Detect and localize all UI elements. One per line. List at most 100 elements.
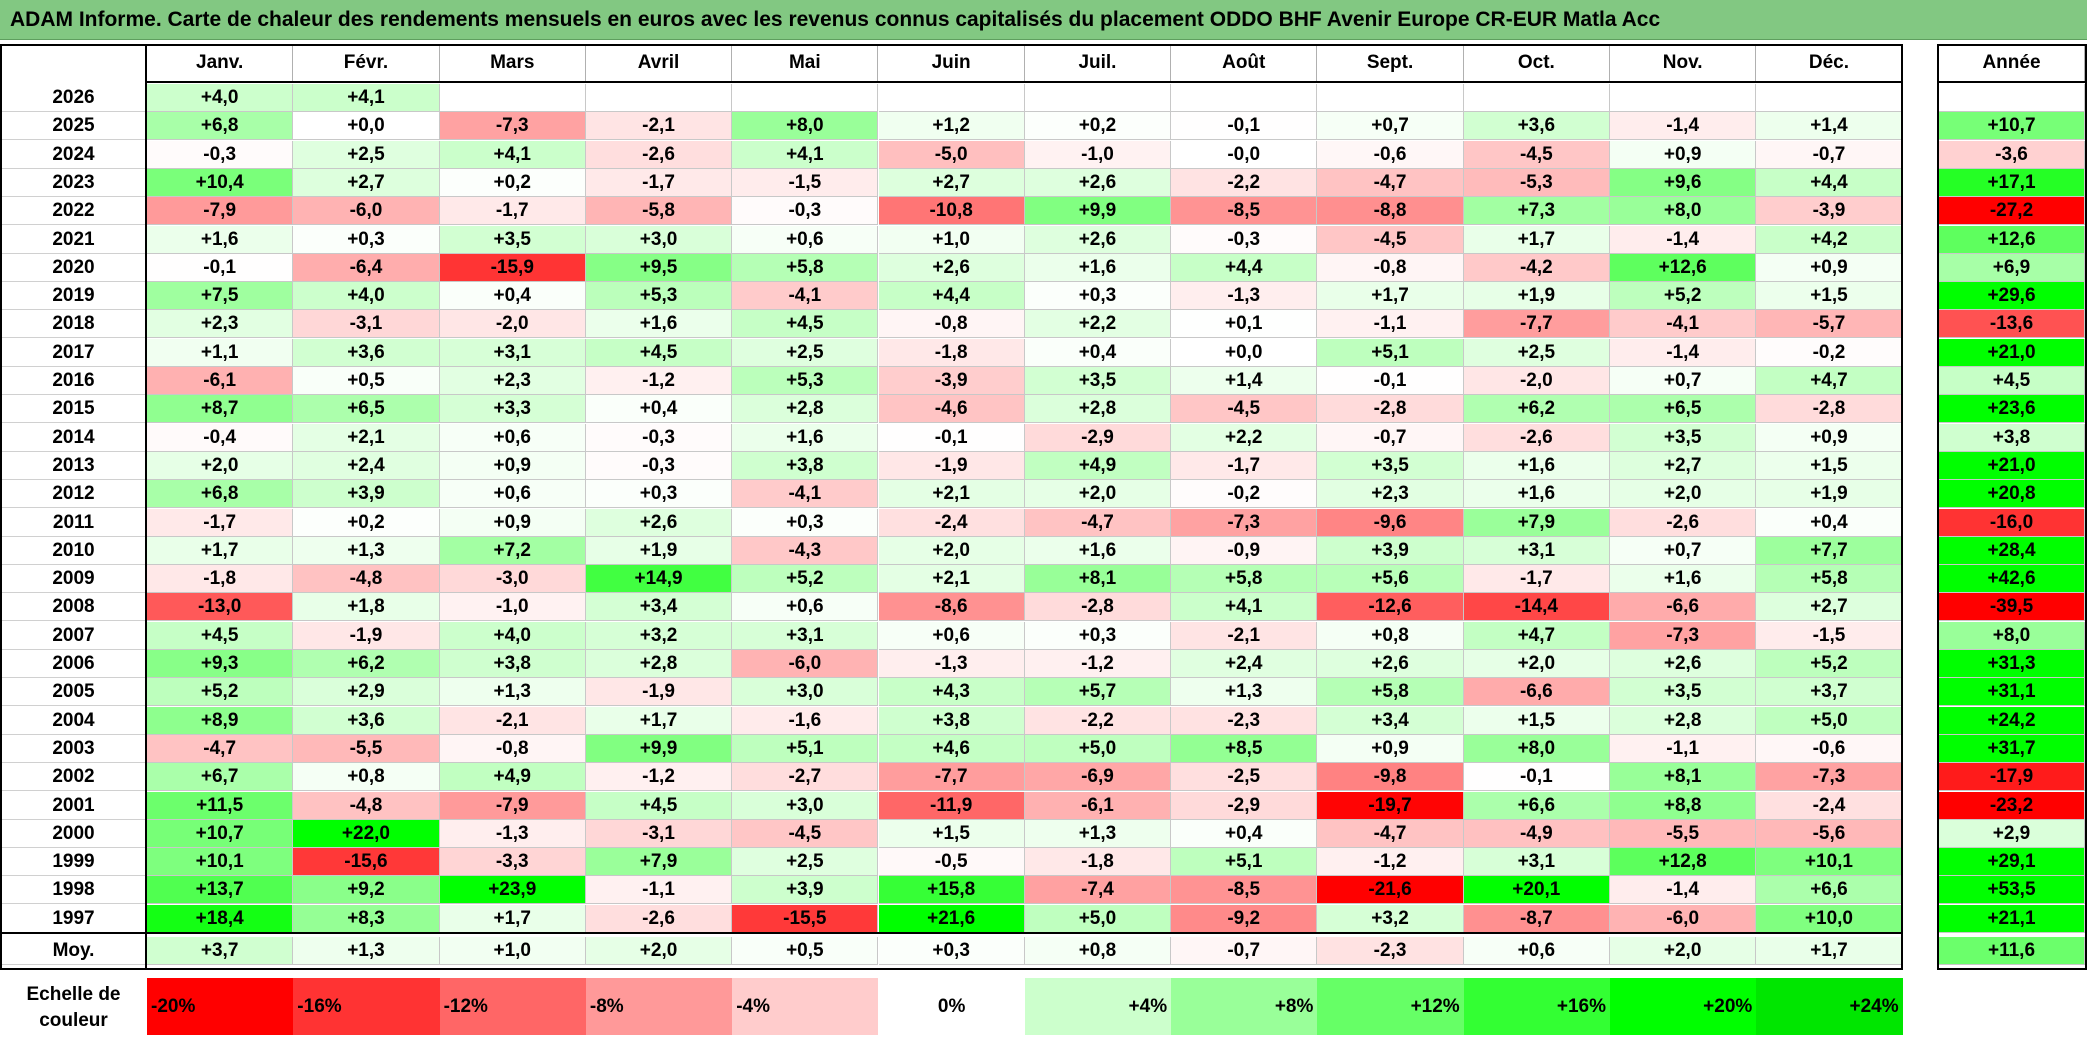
heatmap-cell: -0,1 xyxy=(1171,112,1318,141)
heatmap-cell: +2,8 xyxy=(585,650,733,678)
heatmap-cell: -1,6 xyxy=(732,706,879,735)
color-scale-step: +20% xyxy=(1610,978,1757,1035)
heatmap-cell: +3,9 xyxy=(1317,536,1464,565)
heatmap-cell: +0,5 xyxy=(293,367,440,395)
heatmap-cell: +5,2 xyxy=(732,565,879,594)
heatmap-cell: +0,4 xyxy=(585,395,733,424)
heatmap-cell: -0,0 xyxy=(1171,140,1318,169)
annual-cell: +2,9 xyxy=(1939,819,2085,848)
heatmap-cell: +5,8 xyxy=(1317,678,1464,707)
year-label: 2020 xyxy=(2,254,145,282)
year-label: 2010 xyxy=(2,537,145,565)
heatmap-cell: +1,7 xyxy=(147,536,294,565)
heatmap-cell: -5,6 xyxy=(1756,819,1903,848)
annual-cell: +10,7 xyxy=(1939,112,2085,141)
heatmap-cell: +5,1 xyxy=(1317,338,1464,367)
heatmap-cell xyxy=(585,84,733,112)
heatmap-cell: -2,2 xyxy=(1171,168,1318,197)
year-label: 2004 xyxy=(2,707,145,735)
heatmap-cell xyxy=(1171,84,1318,112)
heatmap-cell: +7,3 xyxy=(1463,197,1610,226)
heatmap-cell: -4,5 xyxy=(1463,140,1610,169)
heatmap-cell: +0,9 xyxy=(1756,423,1903,452)
annual-cell: +29,6 xyxy=(1939,282,2085,311)
heatmap-cell: +7,7 xyxy=(1756,536,1903,565)
heatmap-cell: +4,6 xyxy=(878,734,1025,763)
heatmap-cell: -8,7 xyxy=(1463,904,1610,933)
heatmap-cell: -1,4 xyxy=(1610,876,1757,905)
annual-cell: +4,5 xyxy=(1939,367,2085,395)
heatmap-cell: -10,8 xyxy=(878,197,1025,226)
year-label: 2006 xyxy=(2,650,145,678)
heatmap-cell: +10,1 xyxy=(1756,848,1903,877)
heatmap-cell: +3,1 xyxy=(1463,536,1610,565)
average-cell: +2,0 xyxy=(1610,937,1757,965)
heatmap-cell: +5,3 xyxy=(732,367,879,395)
heatmap-cell: -5,5 xyxy=(1610,819,1757,848)
heatmap-cell: -0,8 xyxy=(439,734,586,763)
heatmap-cell: +1,3 xyxy=(1171,678,1318,707)
annual-cell: -27,2 xyxy=(1939,197,2085,226)
heatmap-cell: +10,4 xyxy=(147,168,294,197)
heatmap-cell: -1,5 xyxy=(732,168,879,197)
heatmap-cell xyxy=(878,84,1025,112)
heatmap-cell: +2,5 xyxy=(293,140,440,169)
year-label: 2009 xyxy=(2,565,145,594)
color-scale-step: -20% xyxy=(147,978,294,1035)
heatmap-cell xyxy=(1317,84,1464,112)
heatmap-cell: -2,9 xyxy=(1024,423,1172,452)
average-divider xyxy=(0,932,1903,934)
heatmap-cell: -7,3 xyxy=(439,112,586,141)
heatmap-cell: +1,5 xyxy=(1756,451,1903,480)
heatmap-cell: +0,9 xyxy=(439,451,586,480)
heatmap-cell: +0,7 xyxy=(1610,367,1757,395)
average-cell: -0,7 xyxy=(1171,937,1318,965)
heatmap-cell: +0,2 xyxy=(439,168,586,197)
heatmap-cell: +1,6 xyxy=(585,310,733,339)
heatmap-cell: -5,0 xyxy=(878,140,1025,169)
heatmap-cell: +4,0 xyxy=(147,84,294,112)
heatmap-cell: +2,6 xyxy=(585,508,733,537)
heatmap-cell: +10,1 xyxy=(147,848,294,877)
heatmap-cell: -1,7 xyxy=(585,168,733,197)
heatmap-cell: +1,6 xyxy=(1463,451,1610,480)
heatmap-cell: +8,0 xyxy=(1610,197,1757,226)
heatmap-cell: +2,5 xyxy=(732,338,879,367)
average-cell: +1,0 xyxy=(439,937,586,965)
heatmap-cell: +0,3 xyxy=(293,225,440,254)
annual-cell: +6,9 xyxy=(1939,253,2085,282)
month-header: Janv. xyxy=(147,45,294,81)
heatmap-cell: -1,9 xyxy=(585,678,733,707)
heatmap-cell: +4,5 xyxy=(147,621,294,650)
month-header: Juin xyxy=(879,45,1025,81)
heatmap-cell: +3,2 xyxy=(1317,904,1464,933)
heatmap-cell: +3,0 xyxy=(732,678,879,707)
heatmap-cell: -2,4 xyxy=(878,508,1025,537)
heatmap-cell: +1,7 xyxy=(439,904,586,933)
heatmap-cell: +2,1 xyxy=(293,423,440,452)
heatmap-cell: -1,8 xyxy=(878,338,1025,367)
heatmap-cell: -2,6 xyxy=(1463,423,1610,452)
heatmap-cell: +2,3 xyxy=(147,310,294,339)
color-scale-step: -12% xyxy=(439,978,586,1035)
annual-cell: +31,7 xyxy=(1939,734,2085,763)
heatmap-cell: +18,4 xyxy=(147,904,294,933)
heatmap-cell: +2,6 xyxy=(1024,225,1172,254)
heatmap-cell: +1,1 xyxy=(147,338,294,367)
heatmap-cell: -2,6 xyxy=(1610,508,1757,537)
heatmap-cell: -2,0 xyxy=(1463,367,1610,395)
heatmap-cell: -1,3 xyxy=(878,650,1025,678)
heatmap-cell xyxy=(1756,84,1903,112)
heatmap-cell: +1,9 xyxy=(1756,480,1903,509)
heatmap-cell: +5,6 xyxy=(1317,565,1464,594)
annual-cell: +12,6 xyxy=(1939,225,2085,254)
heatmap-cell: -1,7 xyxy=(1171,451,1318,480)
heatmap-cell: +3,8 xyxy=(878,706,1025,735)
year-label: 2003 xyxy=(2,735,145,763)
heatmap-cell: +0,6 xyxy=(439,423,586,452)
heatmap-cell: +5,2 xyxy=(1756,650,1903,678)
heatmap-cell: -0,7 xyxy=(1317,423,1464,452)
heatmap-cell: +3,5 xyxy=(439,225,586,254)
annual-cell: -23,2 xyxy=(1939,791,2085,820)
heatmap-cell: -15,6 xyxy=(293,848,440,877)
